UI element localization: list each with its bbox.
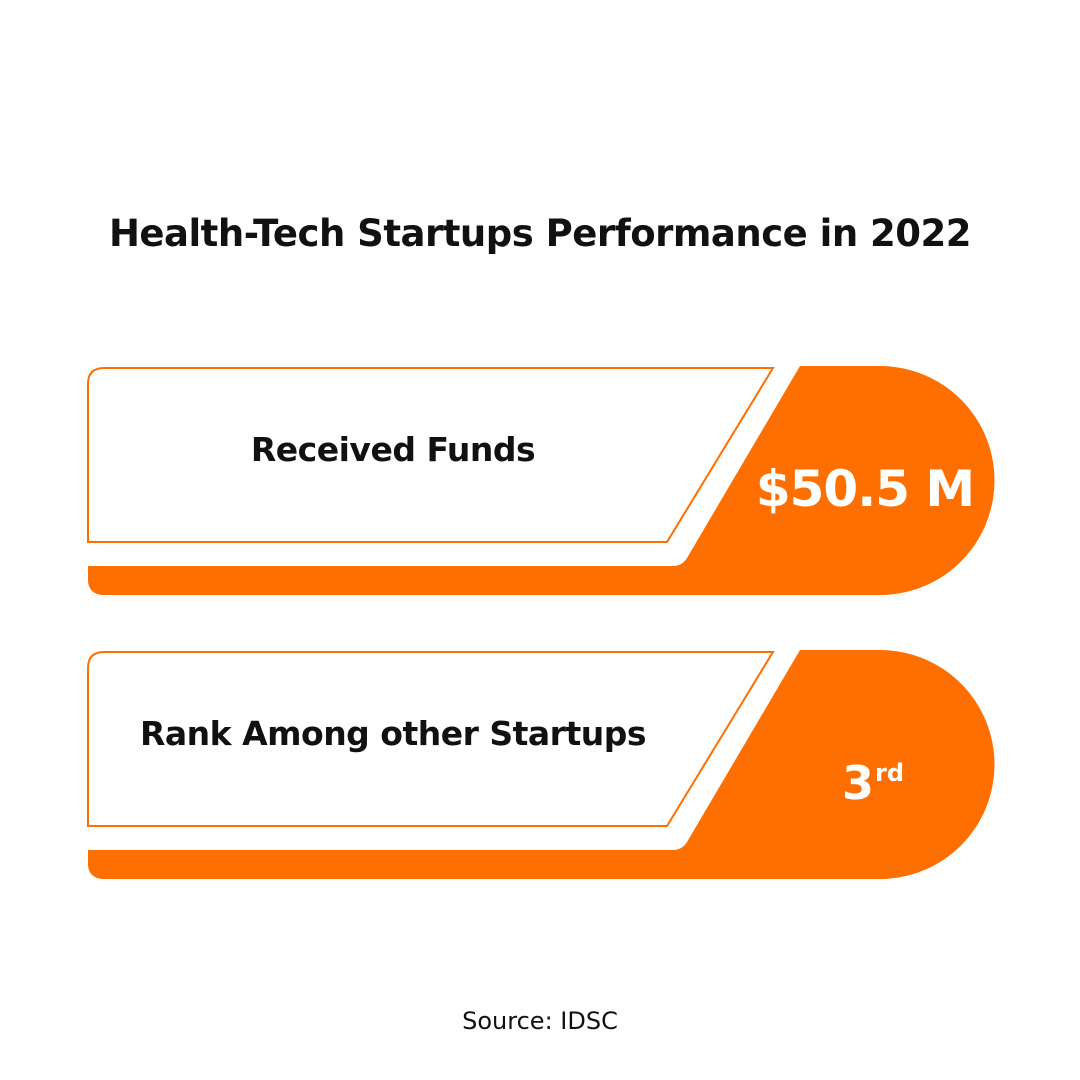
stat-card-shape	[87, 650, 995, 879]
rank-number: 3	[841, 756, 874, 810]
stat-value-rank: 3rd	[738, 756, 1008, 810]
page-title: Health-Tech Startups Performance in 2022	[108, 212, 972, 255]
rank-ordinal-suffix: rd	[875, 759, 905, 787]
stat-card-label-box	[87, 651, 775, 827]
stat-label-received-funds: Received Funds	[250, 430, 536, 469]
stat-card-rank: Rank Among other Startups 3rd	[0, 644, 1080, 884]
stat-card-received-funds: Received Funds $50.5 M	[0, 360, 1080, 600]
stat-card-orange-tab	[88, 650, 995, 879]
stat-value-funds: $50.5 M	[755, 460, 975, 518]
stat-card-orange-tab	[88, 366, 995, 595]
stat-card-label-box	[87, 367, 775, 543]
stat-label-rank: Rank Among other Startups	[139, 714, 647, 753]
source-caption: Source: IDSC	[462, 1007, 618, 1035]
stat-card-shape	[87, 366, 995, 595]
